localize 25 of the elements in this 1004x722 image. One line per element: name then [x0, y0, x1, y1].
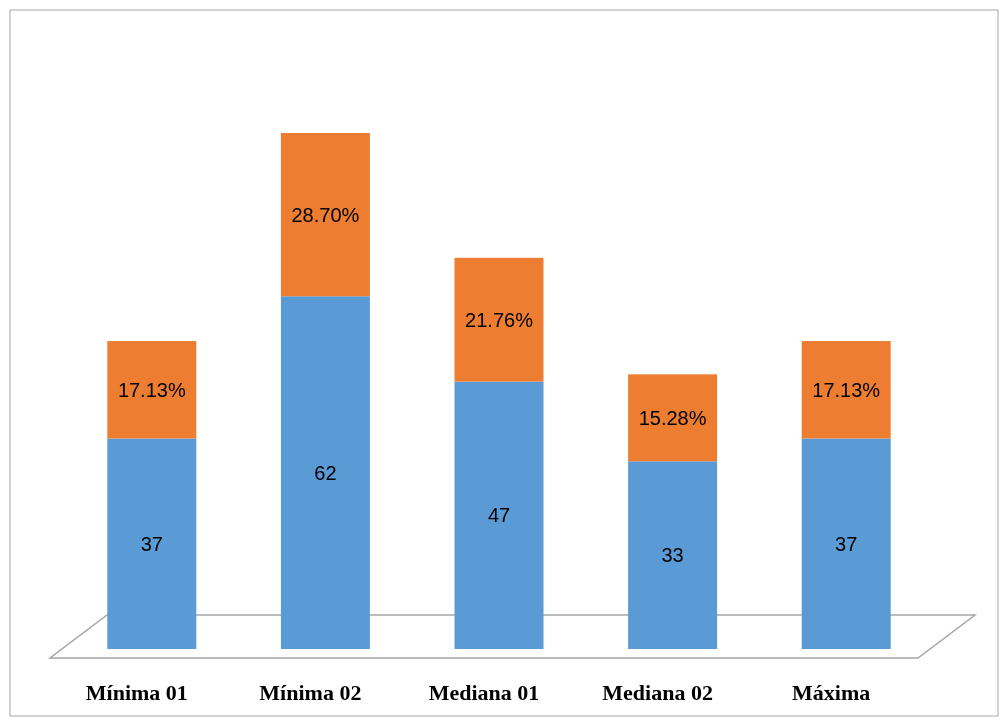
- data-label: 33: [661, 544, 684, 567]
- data-label: 21.76%: [465, 308, 534, 331]
- bar: [628, 374, 718, 462]
- data-label: 28.70%: [291, 203, 360, 226]
- bar: [628, 461, 718, 649]
- data-label: 62: [314, 461, 337, 484]
- x-tick-label: Mediana 01: [428, 680, 540, 705]
- x-tick-label: Máxima: [792, 680, 871, 705]
- data-label: 37: [835, 532, 858, 555]
- data-label: 47: [487, 504, 511, 527]
- bar: [280, 133, 370, 297]
- bar: [107, 438, 197, 649]
- bar: [801, 438, 891, 649]
- x-tick-label: Mínima 02: [259, 680, 362, 705]
- data-label: 37: [140, 532, 163, 555]
- x-tick-label: Mediana 02: [602, 680, 713, 705]
- bar: [454, 381, 544, 649]
- data-label: 17.13%: [812, 378, 881, 401]
- data-label: 17.13%: [117, 378, 186, 401]
- bar: [454, 257, 544, 382]
- bar: [801, 341, 891, 439]
- bar: [107, 341, 197, 439]
- x-tick-label: Mínima 01: [85, 680, 188, 705]
- bar: [280, 296, 370, 649]
- data-label: 15.28%: [638, 406, 707, 429]
